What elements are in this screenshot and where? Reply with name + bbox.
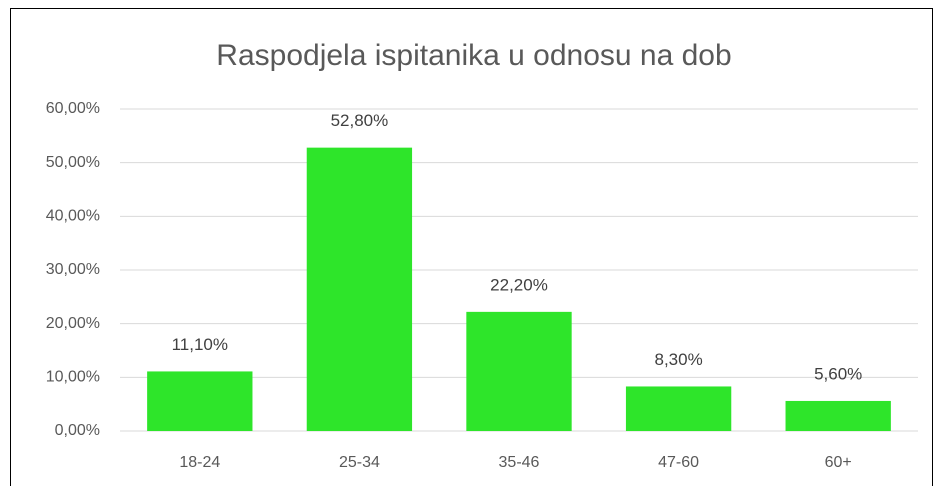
bar bbox=[785, 400, 891, 431]
y-tick-label: 20,00% bbox=[46, 315, 100, 332]
y-tick-label: 40,00% bbox=[46, 208, 100, 225]
data-label: 5,60% bbox=[814, 364, 862, 383]
bar bbox=[306, 147, 413, 431]
x-tick-label: 18-24 bbox=[179, 454, 220, 471]
x-tick-label: 35-46 bbox=[499, 454, 540, 471]
bar bbox=[625, 386, 732, 431]
data-label: 22,20% bbox=[490, 275, 548, 294]
x-tick-label: 47-60 bbox=[658, 454, 699, 471]
x-tick-label: 60+ bbox=[825, 454, 852, 471]
chart-title: Raspodjela ispitanika u odnosu na dob bbox=[216, 39, 731, 72]
y-tick-label: 0,00% bbox=[55, 422, 100, 439]
y-tick-label: 30,00% bbox=[46, 261, 100, 278]
data-label: 8,30% bbox=[654, 350, 702, 369]
x-tick-label: 25-34 bbox=[339, 454, 380, 471]
data-label: 52,80% bbox=[331, 111, 389, 130]
y-tick-label: 60,00% bbox=[46, 100, 100, 117]
data-label: 11,10% bbox=[172, 335, 228, 354]
y-tick-label: 10,00% bbox=[46, 369, 100, 386]
bar bbox=[147, 371, 253, 431]
y-tick-label: 50,00% bbox=[46, 154, 100, 171]
bar bbox=[466, 311, 572, 431]
